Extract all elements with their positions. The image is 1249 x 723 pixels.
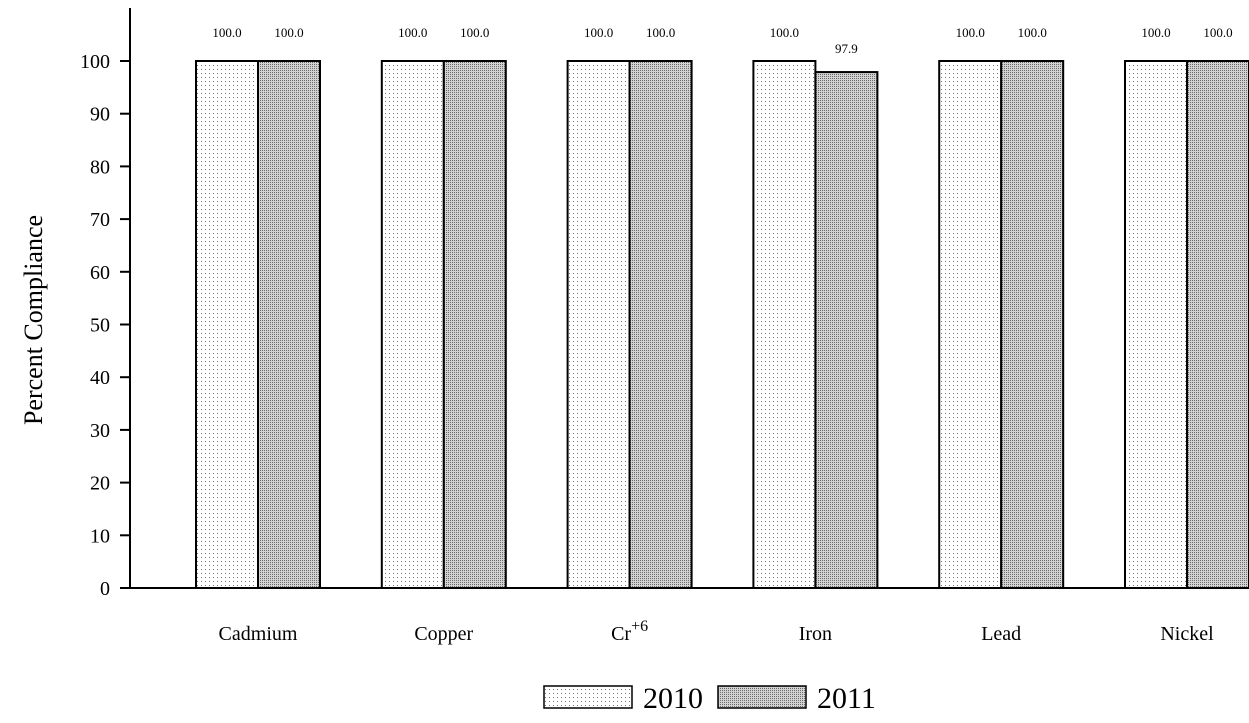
bar-2010-cr6 (566, 60, 631, 589)
y-axis-title: Percent Compliance (19, 215, 48, 425)
y-tick-label: 30 (90, 420, 110, 442)
x-tick-label: Nickel (1160, 623, 1214, 645)
bar-2010-copper (380, 60, 445, 589)
bars-group (195, 60, 1249, 589)
y-tick-label: 70 (90, 209, 110, 231)
bar-2010-iron (752, 60, 817, 589)
y-tick-label: 0 (100, 578, 110, 600)
y-tick-label: 90 (90, 104, 110, 126)
bar-2011-iron (814, 71, 879, 589)
data-label: 100.0 (274, 25, 303, 40)
data-label: 100.0 (646, 25, 675, 40)
x-tick-label: Lead (981, 623, 1021, 645)
bar-2011-lead (1000, 60, 1065, 589)
bar-2011-cadmium (257, 60, 321, 589)
y-tick-label: 60 (90, 262, 110, 284)
data-label: 100.0 (212, 25, 241, 40)
x-tick-label: Copper (414, 623, 473, 645)
legend-swatch-2010 (543, 685, 633, 709)
data-label: 97.9 (835, 41, 858, 56)
y-tick-label: 100 (80, 51, 110, 73)
bar-2010-lead (938, 60, 1003, 589)
y-tick-label: 80 (90, 156, 110, 178)
x-tick-label: Cr+6 (611, 618, 648, 645)
data-label: 100.0 (1141, 25, 1170, 40)
bar-2011-nickel (1186, 60, 1249, 589)
x-tick-label: Cadmium (219, 623, 298, 645)
bar-2011-copper (442, 60, 507, 589)
bar-2011-cr6 (628, 60, 693, 589)
data-label: 100.0 (770, 25, 799, 40)
data-label: 100.0 (956, 25, 985, 40)
category-labels-group: Cadmium Copper Cr+6 Iron Lead Nickel (219, 618, 1215, 645)
bar-2010-cadmium (195, 60, 259, 589)
data-label: 100.0 (398, 25, 427, 40)
data-label: 100.0 (1203, 25, 1232, 40)
y-tick-label: 40 (90, 367, 110, 389)
bar-2010-nickel (1124, 60, 1188, 589)
x-tick-label: Iron (799, 623, 832, 645)
y-tick-label: 20 (90, 473, 110, 495)
data-label: 100.0 (460, 25, 489, 40)
legend: 2010 2011 (543, 682, 876, 715)
legend-label-2010: 2010 (643, 682, 703, 715)
y-tick-label: 10 (90, 525, 110, 547)
y-axis-ticks: 0 10 20 30 40 50 60 70 80 90 100 (80, 51, 130, 600)
data-labels-group: 100.0 100.0 100.0 100.0 100.0 100.0 100.0 97.9 1… (212, 25, 1232, 56)
data-label: 100.0 (584, 25, 613, 40)
legend-swatch-2011 (717, 685, 807, 709)
y-tick-label: 50 (90, 315, 110, 337)
data-label: 100.0 (1018, 25, 1047, 40)
legend-label-2011: 2011 (817, 682, 876, 715)
